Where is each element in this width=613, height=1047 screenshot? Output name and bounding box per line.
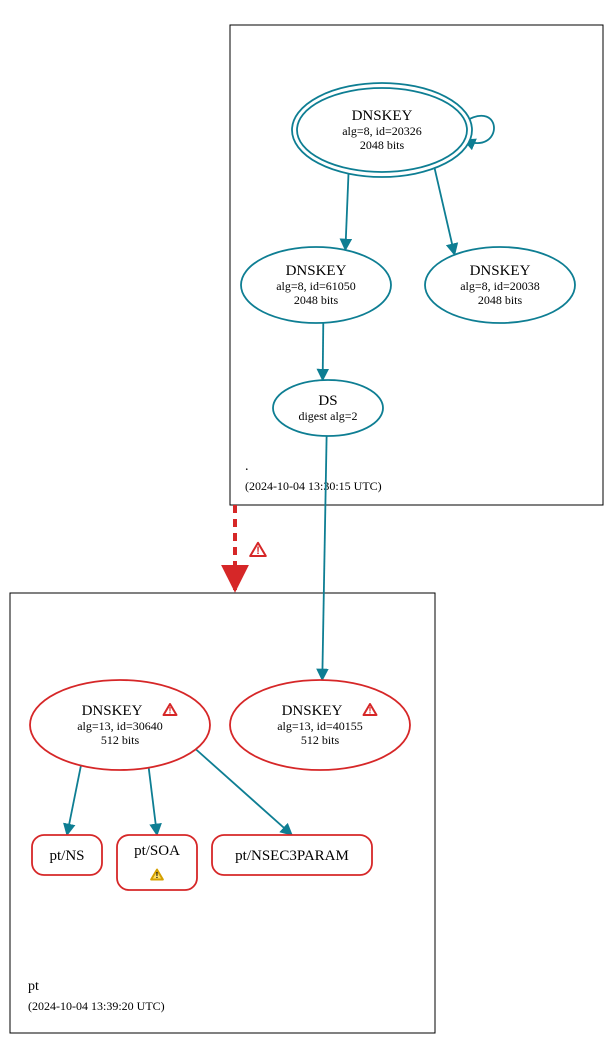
node-line3: 2048 bits <box>478 293 523 307</box>
edge-pt_dnskey1-rr_soa <box>149 768 157 835</box>
rr-label: pt/NSEC3PARAM <box>235 848 349 864</box>
node-line2: alg=13, id=40155 <box>277 719 363 733</box>
node-root_zsk1: DNSKEYalg=8, id=610502048 bits <box>241 247 391 323</box>
node-title: DNSKEY <box>470 263 531 279</box>
node-line3: 512 bits <box>301 733 340 747</box>
node-line2: alg=8, id=20326 <box>342 124 422 138</box>
node-title: DNSKEY <box>286 263 347 279</box>
node-line2: alg=8, id=20038 <box>460 279 540 293</box>
svg-text:!: ! <box>256 545 260 557</box>
edge-root_ksk-root_zsk2 <box>433 163 454 254</box>
edge-ds-pt_dnskey2 <box>322 436 326 680</box>
zone-timestamp-pt: (2024-10-04 13:39:20 UTC) <box>28 999 165 1013</box>
zone-timestamp-root: (2024-10-04 13:30:15 UTC) <box>245 479 382 493</box>
node-line3: 512 bits <box>101 733 140 747</box>
rrnode-nsec: pt/NSEC3PARAM <box>212 835 372 875</box>
node-title: DNSKEY <box>82 703 143 719</box>
svg-text:!: ! <box>369 706 372 716</box>
node-root_zsk2: DNSKEYalg=8, id=200382048 bits <box>425 247 575 323</box>
zone-label-pt: pt <box>28 979 39 994</box>
zone-label-root: . <box>245 459 249 474</box>
rr-label: pt/NS <box>49 848 84 864</box>
node-ds: DSdigest alg=2 <box>273 380 383 436</box>
zone-box-pt <box>10 593 435 1033</box>
node-line3: 2048 bits <box>294 293 339 307</box>
node-line3: 2048 bits <box>360 138 405 152</box>
node-pt_dnskey2: DNSKEY! alg=13, id=40155512 bits <box>230 680 410 770</box>
node-root_ksk: DNSKEYalg=8, id=203262048 bits <box>292 83 472 177</box>
node-line2: digest alg=2 <box>298 409 357 423</box>
node-title: DNSKEY <box>352 108 413 124</box>
edge-pt_dnskey1-rr_ns <box>67 766 81 835</box>
node-line2: alg=8, id=61050 <box>276 279 356 293</box>
rrnode-soa: pt/SOA! <box>117 835 197 890</box>
node-title: DNSKEY <box>282 703 343 719</box>
node-line2: alg=13, id=30640 <box>77 719 163 733</box>
rrnode-ns: pt/NS <box>32 835 102 875</box>
warning-icon: ! <box>250 543 266 557</box>
svg-text:!: ! <box>156 871 159 880</box>
node-pt_dnskey1: DNSKEY! alg=13, id=30640512 bits <box>30 680 210 770</box>
node-title: DS <box>318 393 337 409</box>
edge-root_zsk1-ds <box>323 323 324 380</box>
rr-label: pt/SOA <box>134 843 180 859</box>
edge-root_ksk-root_zsk1 <box>345 169 348 250</box>
svg-text:!: ! <box>169 706 172 716</box>
